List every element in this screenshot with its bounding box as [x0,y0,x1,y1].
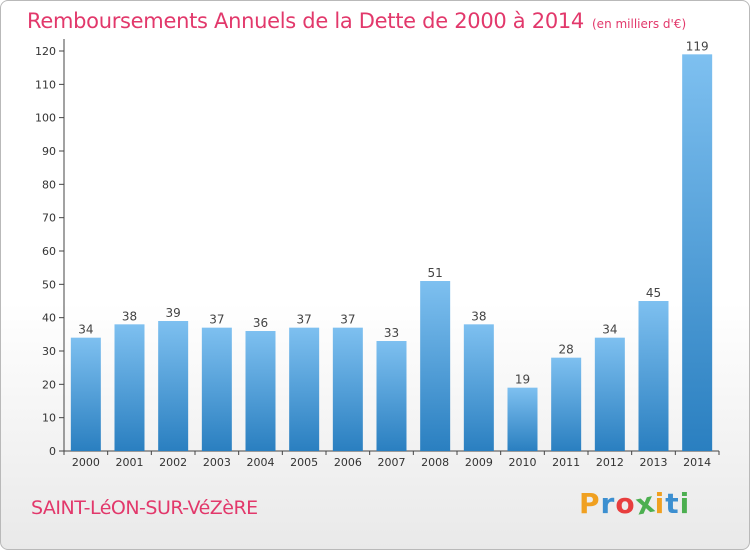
bar-2014 [682,54,713,451]
x-tick-label-2000: 2000 [72,456,100,469]
value-label-2009: 38 [471,309,486,323]
y-tick-label: 120 [35,45,56,58]
chart-title-text: Remboursements Annuels de la Dette de 20… [27,9,584,33]
y-tick-label: 30 [42,345,56,358]
value-label-2014: 119 [686,39,709,53]
value-label-2006: 37 [340,313,355,327]
value-label-2005: 37 [297,313,312,327]
logo-letter: i [654,487,666,520]
logo-letter: P [579,487,601,520]
chart-value-labels: 34 38 39 37 36 37 37 33 51 38 19 28 34 45 119 [78,39,708,386]
value-label-2004: 36 [253,316,268,330]
logo-letter: o [615,487,636,520]
value-label-2002: 39 [166,306,181,320]
y-tick-label: 90 [42,145,56,158]
x-tick-label-2011: 2011 [552,456,580,469]
proxiti-logo: Proxiti [579,485,691,521]
chart-title: Remboursements Annuels de la Dette de 20… [27,9,686,33]
bar-2007 [376,341,407,451]
value-label-2013: 45 [646,286,661,300]
x-tick-label-2013: 2013 [640,456,668,469]
y-tick-label: 110 [35,78,56,91]
value-label-2012: 34 [602,323,617,337]
bar-2005 [289,327,320,451]
value-label-2000: 34 [78,323,93,337]
y-tick-label: 10 [42,412,56,425]
bar-2004 [245,331,276,451]
bar-2012 [594,337,625,451]
chart-bars [70,54,713,451]
commune-name: SAINT-LéON-SUR-VéZèRE [31,497,258,519]
value-label-2008: 51 [428,266,443,280]
bar-2009 [463,324,494,451]
bar-2011 [551,357,582,451]
logo-letter: t [665,487,680,520]
x-tick-label-2005: 2005 [290,456,318,469]
logo-letter: r [600,487,616,520]
x-tick-label-2006: 2006 [334,456,362,469]
x-tick-label-2009: 2009 [465,456,493,469]
value-label-2001: 38 [122,309,137,323]
value-label-2007: 33 [384,326,399,340]
bar-2008 [420,281,451,451]
y-tick-label: 70 [42,212,56,225]
y-tick-label: 80 [42,178,56,191]
bar-2003 [201,327,232,451]
bar-2001 [114,324,145,451]
value-label-2003: 37 [209,313,224,327]
x-tick-label-2014: 2014 [683,456,711,469]
x-tick-label-2001: 2001 [116,456,144,469]
logo-letter: i [679,487,691,520]
y-tick-label: 0 [49,445,56,458]
bar-2006 [332,327,363,451]
y-tick-label: 20 [42,378,56,391]
bar-2010 [507,387,538,451]
bar-2000 [70,337,101,451]
value-label-2010: 19 [515,373,530,387]
x-tick-label-2004: 2004 [247,456,275,469]
chart-unit: (en milliers d'€) [592,17,687,31]
y-tick-label: 40 [42,312,56,325]
bar-2002 [158,321,189,451]
chart-axes: 0 10 20 30 40 50 60 70 80 90 100 110 120 2000 2001 2002… [35,39,720,469]
x-tick-label-2008: 2008 [421,456,449,469]
x-tick-label-2012: 2012 [596,456,624,469]
y-tick-label: 100 [35,112,56,125]
y-tick-label: 50 [42,278,56,291]
bar-2013 [638,301,669,451]
value-label-2011: 28 [559,343,574,357]
x-tick-label-2007: 2007 [378,456,406,469]
x-tick-label-2002: 2002 [159,456,187,469]
y-tick-label: 60 [42,245,56,258]
x-tick-label-2003: 2003 [203,456,231,469]
x-tick-label-2010: 2010 [509,456,537,469]
